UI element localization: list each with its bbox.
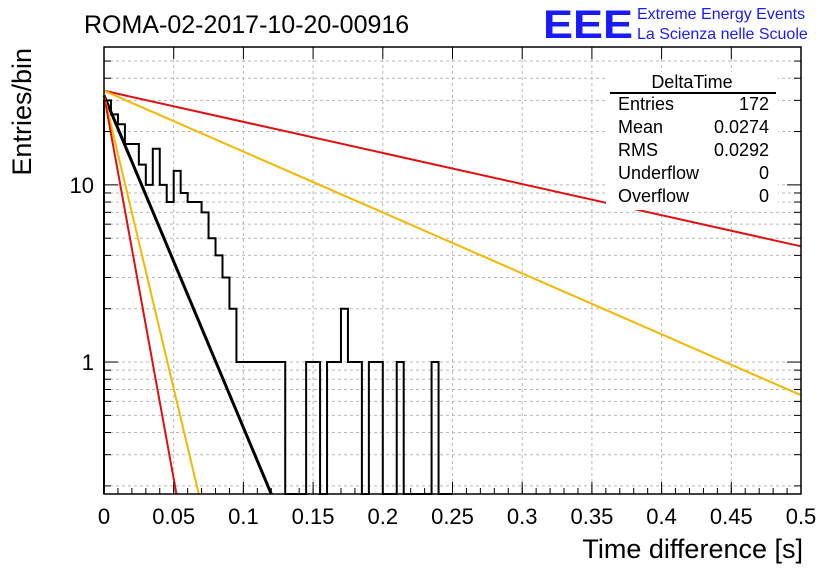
stats-label: Mean	[618, 117, 663, 137]
x-tick-label: 0.15	[292, 504, 335, 529]
stats-value: 0.0292	[714, 140, 769, 160]
grid-lines	[103, 47, 802, 494]
x-axis-label: Time difference [s]	[582, 534, 803, 564]
fit-lines	[102, 89, 802, 495]
logo-line2: La Scienza nelle Scuole	[637, 26, 808, 43]
x-tick-label: 0.1	[228, 504, 259, 529]
eee-logo: EEE Extreme Energy Events La Scienza nel…	[543, 3, 808, 47]
fit-line-1	[103, 89, 802, 248]
stats-label: RMS	[618, 140, 658, 160]
x-tick-label: 0.35	[570, 504, 613, 529]
stats-value: 172	[739, 94, 769, 114]
stats-box: DeltaTime Entries 172 Mean 0.0274 RMS 0.0292 U…	[606, 72, 778, 210]
stats-box-bg	[606, 72, 778, 210]
x-tick-label: 0.05	[152, 504, 195, 529]
fit-line-5	[103, 95, 178, 495]
x-tick-label: 0.45	[710, 504, 753, 529]
histogram-outline	[103, 99, 453, 495]
fit-line-3	[102, 94, 273, 495]
x-tick-label: 0.25	[431, 504, 474, 529]
x-tick-label: 0.5	[786, 504, 817, 529]
stats-value: 0.0274	[714, 117, 769, 137]
y-axis-label: Entries/bin	[7, 48, 37, 176]
histogram	[103, 99, 453, 495]
x-tick-label: 0.3	[507, 504, 538, 529]
y-tick-label: 10	[70, 173, 94, 198]
stats-label: Entries	[618, 94, 674, 114]
logo-line1: Extreme Energy Events	[637, 6, 805, 23]
y-tick-label: 1	[82, 350, 94, 375]
chart-title: ROMA-02-2017-10-20-00916	[84, 11, 409, 39]
x-tick-label: 0.2	[368, 504, 399, 529]
stats-label: Underflow	[618, 163, 700, 183]
fit-line-4	[103, 95, 200, 495]
stats-box-title: DeltaTime	[651, 72, 732, 92]
stats-value: 0	[759, 186, 769, 206]
x-axis: 0 0.05 0.1 0.15 0.2 0.25 0.3 0.35 0.4 0.45 0.5	[98, 47, 816, 529]
x-tick-label: 0.4	[646, 504, 677, 529]
stats-value: 0	[759, 163, 769, 183]
y-axis: 1 10	[70, 60, 801, 487]
x-tick-label: 0	[98, 504, 110, 529]
fit-line-2	[103, 89, 802, 397]
logo-mark: EEE	[543, 3, 633, 47]
stats-label: Overflow	[618, 186, 690, 206]
